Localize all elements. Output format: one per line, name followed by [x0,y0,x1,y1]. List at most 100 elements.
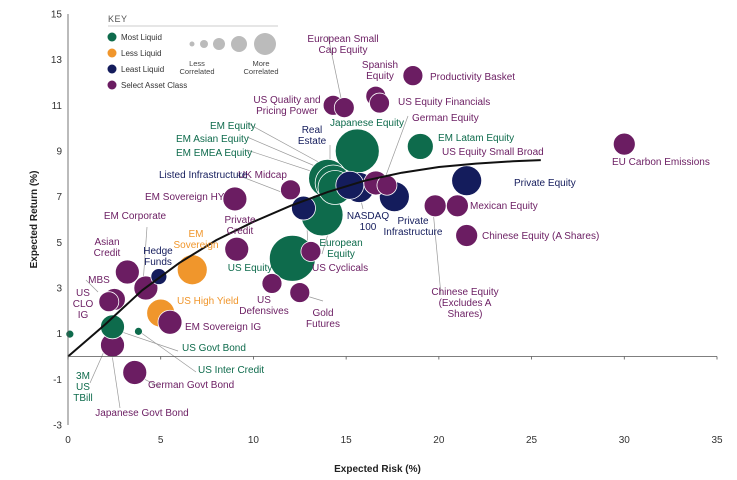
label-hedge-funds: Hedge Funds [143,246,173,268]
x-tick-label: 10 [248,435,260,446]
bubble-em-sovereign [176,254,208,286]
bubble-eu-carbon-emissions [612,132,636,156]
efficient-frontier-curve [67,159,541,358]
bubble-3m-us-tbill [65,329,75,339]
label-eu-carbon-emissions: EU Carbon Emissions [612,157,710,168]
label-private-infrastructure: Private Infrastructure [384,216,443,238]
key-swatch-most-liquid [107,32,117,42]
label-em-asian-equity: EM Asian Equity [176,134,249,145]
frontier-layer [67,159,541,358]
label-japanese-govt-bond: Japanese Govt Bond [95,408,188,419]
bubble-us-clo-ig [98,291,120,313]
label-us-equity-small-broad: US Equity Small Broad [442,147,544,158]
label-em-sovereign-hy: EM Sovereign HY [145,192,225,203]
bubble-private-credit [224,236,250,262]
x-tick-label: 0 [65,435,71,446]
key-label-most-liquid: Most Liquid [121,33,162,42]
label-german-govt-bond: German Govt Bond [148,380,234,391]
key-label-select-asset: Select Asset Class [121,81,187,90]
bubble-us-equity [261,273,283,294]
bubble-us-govt-bond [100,314,125,340]
key-size-3 [213,38,225,50]
x-tick-label: 25 [526,435,538,446]
bubbles-layer [65,65,636,385]
y-tick-label: 9 [56,147,62,158]
label-nasdaq-100: NASDAQ 100 [347,211,389,233]
bubble-asian-credit [114,259,140,285]
bubble-us-inter-credit [134,326,143,336]
label-european-equity: European Equity [319,238,362,260]
key-size-2 [200,40,208,48]
y-tick-label: 3 [56,284,62,295]
leader-lines [85,35,442,409]
y-tick-label: -3 [53,421,62,432]
label-us-inter-credit: US Inter Credit [198,365,264,376]
bubble-unlabeled [423,194,447,218]
key-size-4 [231,36,247,52]
leader-line [139,331,197,373]
label-em-emea-equity: EM EMEA Equity [176,148,252,159]
y-tick-label: -1 [53,375,62,386]
leader-line [384,115,409,179]
bubble-us-cyclicals [300,241,322,262]
leader-line [115,329,179,352]
bubble-german-govt-bond [122,360,148,385]
bubble-mexican-equity [445,194,469,218]
x-tick-label: 5 [158,435,164,446]
label-us-equity-financials: US Equity Financials [398,97,490,108]
label-private-equity: Private Equity [514,178,576,189]
key-label-least-liquid: Least Liquid [121,65,164,74]
label-real-estate: Real Estate [298,125,327,147]
label-em-sovereign-ig: EM Sovereign IG [185,322,261,333]
label-spanish-equity: Spanish Equity [362,60,398,82]
bubble-unlabeled [333,97,355,119]
label-private-credit: Private Credit [224,215,256,237]
label-em-equity: EM Equity [210,121,256,132]
label-us-high-yield: US High Yield [177,296,239,307]
y-tick-label: 11 [52,101,63,112]
leader-line [432,209,442,296]
label-3m-us-tbill: 3M US TBill [73,371,92,404]
key-swatch-least-liquid [107,64,117,74]
key-label-less-liquid: Less Liquid [121,49,161,58]
label-us-quality-and-pricing-power: US Quality and Pricing Power [253,95,320,117]
bubble-em-sovereign-ig [157,309,183,335]
x-tick-label: 15 [341,435,353,446]
label-uk-midcap: UK Midcap [238,170,287,181]
bubble-gold-futures [289,282,311,303]
key-more-correlated: More Correlated [243,59,278,76]
label-german-equity: German Equity [412,113,479,124]
leader-line [327,35,342,99]
bubble-us-equity-financials [369,92,390,114]
leader-line [85,279,99,293]
y-tick-label: 7 [56,192,62,203]
bubble-em-sovereign-hy [222,186,248,212]
point-labels: 3M US TBill US CLO IG MBS Japanese Govt Bond US … [73,34,710,419]
label-us-defensives: US Defensives [239,295,288,317]
x-tick-label: 35 [711,435,723,446]
y-tick-label: 5 [56,238,62,249]
y-tick-label: 1 [56,329,62,340]
label-em-latam-equity: EM Latam Equity [438,133,514,144]
label-asian-credit: Asian Credit [94,237,121,259]
y-tick-label: 13 [51,55,63,66]
x-tick-label: 30 [619,435,631,446]
label-listed-infrastructure: Listed Infrastructure [159,170,248,181]
label-productivity-basket: Productivity Basket [430,72,515,83]
y-tick-label: 15 [51,10,63,21]
key-size-5 [254,33,276,55]
label-mbs: MBS [88,275,110,286]
bubble-chinese-equity-a-shares [455,224,479,247]
y-axis-title: Expected Return (%) [29,171,40,269]
label-chinese-equity-excludes-a-shares: Chinese Equity (Excludes A Shares) [431,287,498,320]
label-us-govt-bond: US Govt Bond [182,343,246,354]
leader-line [142,226,148,285]
label-gold-futures: Gold Futures [306,308,340,330]
bubble-productivity-basket [402,65,424,87]
label-european-small-cap-equity: European Small Cap Equity [307,34,378,56]
legend-key: KEY Most Liquid Less Liquid Least Liquid… [107,14,279,90]
key-swatch-less-liquid [107,48,117,58]
label-us-equity: US Equity [228,263,272,274]
label-em-corporate: EM Corporate [104,211,167,222]
